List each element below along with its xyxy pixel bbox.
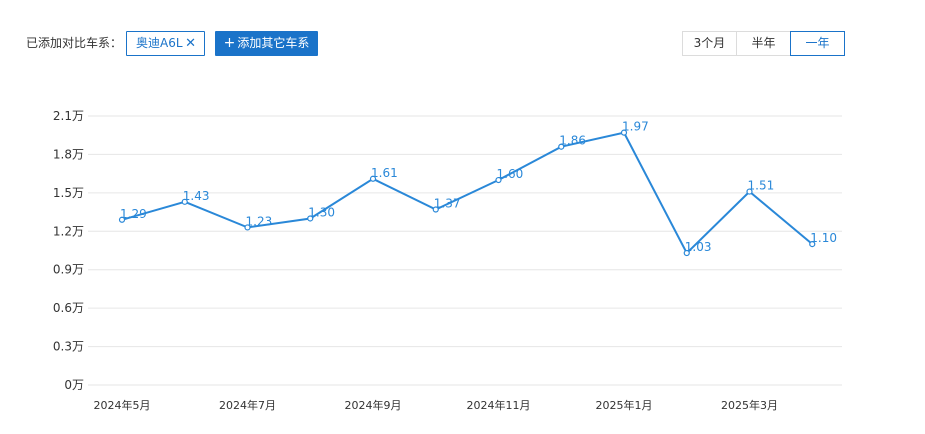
data-point bbox=[432, 206, 439, 213]
y-tick-label: 1.5万 bbox=[53, 186, 84, 200]
x-axis-ticks: 2024年5月 2024年7月 2024年9月 2024年11月 2025年1月 2025… bbox=[94, 398, 779, 412]
y-tick-label: 2.1万 bbox=[53, 109, 84, 123]
x-tick-label: 2024年5月 bbox=[94, 398, 151, 412]
data-label: 1.37 bbox=[434, 197, 461, 211]
data-point bbox=[809, 240, 816, 248]
data-point bbox=[181, 198, 188, 205]
data-labels: 1.29 1.43 1.23 1.30 1.61 1.37 1.60 1.86 1.97 1.03… bbox=[120, 120, 837, 254]
y-tick-label: 1.2万 bbox=[53, 224, 84, 238]
data-label: 1.61 bbox=[371, 166, 398, 180]
data-point bbox=[307, 215, 314, 222]
data-label: 1.10 bbox=[810, 231, 837, 245]
series-tag-audi-a6l[interactable]: 奥迪A6L ✕ bbox=[126, 31, 205, 56]
grid-lines bbox=[88, 115, 842, 386]
data-label: 1.29 bbox=[120, 207, 147, 221]
range-half-year-button[interactable]: 半年 bbox=[736, 31, 791, 56]
x-tick-label: 2025年3月 bbox=[721, 398, 778, 412]
y-tick-label: 0万 bbox=[64, 378, 84, 392]
series-tag-label: 奥迪A6L bbox=[136, 36, 183, 50]
add-series-label: 添加其它车系 bbox=[237, 36, 310, 50]
data-points bbox=[118, 129, 816, 257]
toolbar: 已添加对比车系： 奥迪A6L ✕ + 添加其它车系 3个月 半年 一年 bbox=[0, 0, 925, 60]
data-point bbox=[369, 175, 377, 182]
range-selector: 3个月 半年 一年 bbox=[682, 31, 845, 56]
data-point bbox=[746, 188, 753, 195]
y-axis-ticks: 0万 0.3万 0.6万 0.9万 1.2万 1.5万 1.8万 2.1万 bbox=[53, 109, 84, 392]
y-tick-label: 0.9万 bbox=[53, 263, 84, 277]
y-tick-label: 1.8万 bbox=[53, 147, 84, 161]
data-point bbox=[244, 224, 251, 231]
x-tick-label: 2025年1月 bbox=[596, 398, 653, 412]
x-tick-label: 2024年9月 bbox=[345, 398, 402, 412]
close-icon[interactable]: ✕ bbox=[185, 36, 196, 51]
compare-label: 已添加对比车系： bbox=[26, 36, 123, 50]
y-tick-label: 0.6万 bbox=[53, 301, 84, 315]
data-label: 1.97 bbox=[622, 120, 649, 134]
data-point bbox=[558, 143, 565, 150]
data-point bbox=[118, 216, 126, 223]
series-line bbox=[121, 131, 813, 255]
data-point bbox=[620, 129, 628, 136]
x-tick-label: 2024年11月 bbox=[467, 398, 531, 412]
data-point bbox=[495, 176, 502, 184]
data-label: 1.43 bbox=[183, 189, 210, 203]
data-label: 1.51 bbox=[748, 179, 775, 193]
x-tick-label: 2024年7月 bbox=[219, 398, 276, 412]
data-label: 1.23 bbox=[246, 214, 273, 228]
y-tick-label: 0.3万 bbox=[53, 340, 84, 354]
range-one-year-button[interactable]: 一年 bbox=[790, 31, 845, 56]
data-label: 1.30 bbox=[308, 205, 335, 219]
data-point bbox=[683, 249, 690, 257]
data-label: 1.86 bbox=[559, 134, 586, 148]
data-label: 1.03 bbox=[685, 240, 712, 254]
data-label: 1.60 bbox=[497, 167, 524, 181]
add-series-button[interactable]: + 添加其它车系 bbox=[215, 31, 318, 56]
plus-icon: + bbox=[223, 35, 236, 51]
